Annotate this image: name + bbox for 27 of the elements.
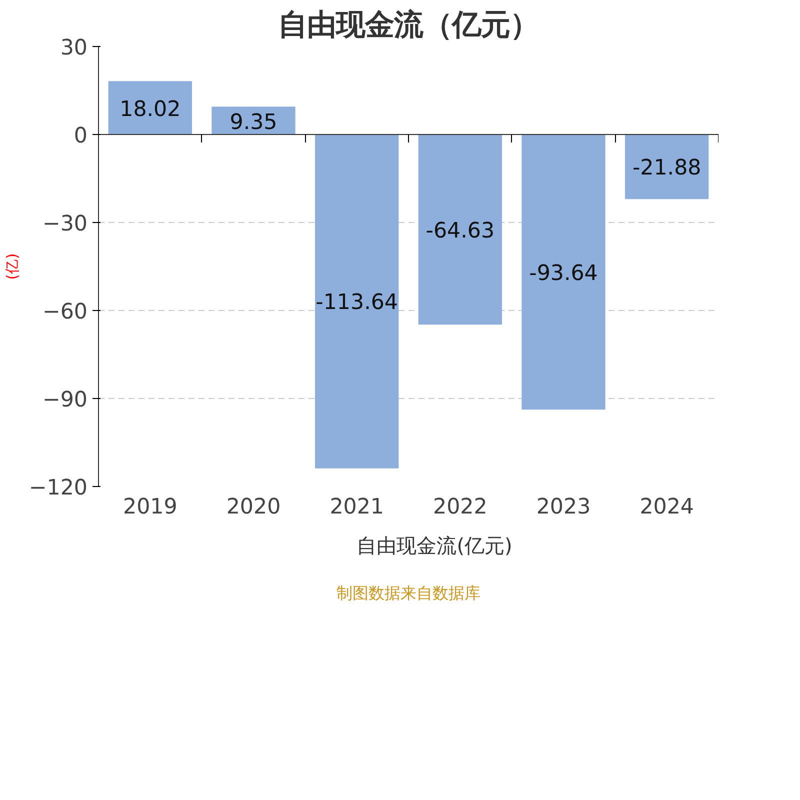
data-label: -64.63 (426, 218, 495, 244)
y-tick-label: 0 (74, 124, 88, 148)
y-tick-label: −30 (42, 212, 88, 236)
text: 制图数据来自数据库 (336, 584, 480, 602)
data-label: -113.64 (316, 290, 398, 316)
y-tick-label: −120 (28, 476, 88, 500)
bar (108, 81, 192, 135)
y-axis-title: (亿) (4, 253, 21, 280)
bar (418, 134, 502, 325)
y-tick-label: 30 (60, 36, 88, 60)
y-tick-label: −60 (42, 300, 88, 324)
bar (315, 134, 399, 468)
data-label: -21.88 (632, 156, 702, 181)
x-tick-label: 2023 (536, 494, 591, 520)
x-tick-label: 2019 (123, 494, 178, 520)
x-tick-label: 2021 (330, 494, 384, 520)
x-tick-label: 2020 (226, 494, 281, 520)
y-tick-label: −90 (42, 388, 88, 412)
x-tick-label: 2024 (640, 494, 694, 520)
text: 自由现金流(亿元) (356, 532, 512, 560)
chart-title: 自由现金流（亿元） (278, 8, 539, 42)
bar (625, 134, 709, 200)
data-label: -93.64 (529, 260, 598, 286)
x-tick-label: 2022 (433, 494, 488, 520)
data-label: 9.35 (230, 110, 278, 135)
bar (522, 134, 606, 410)
data-label: 18.02 (120, 97, 181, 122)
